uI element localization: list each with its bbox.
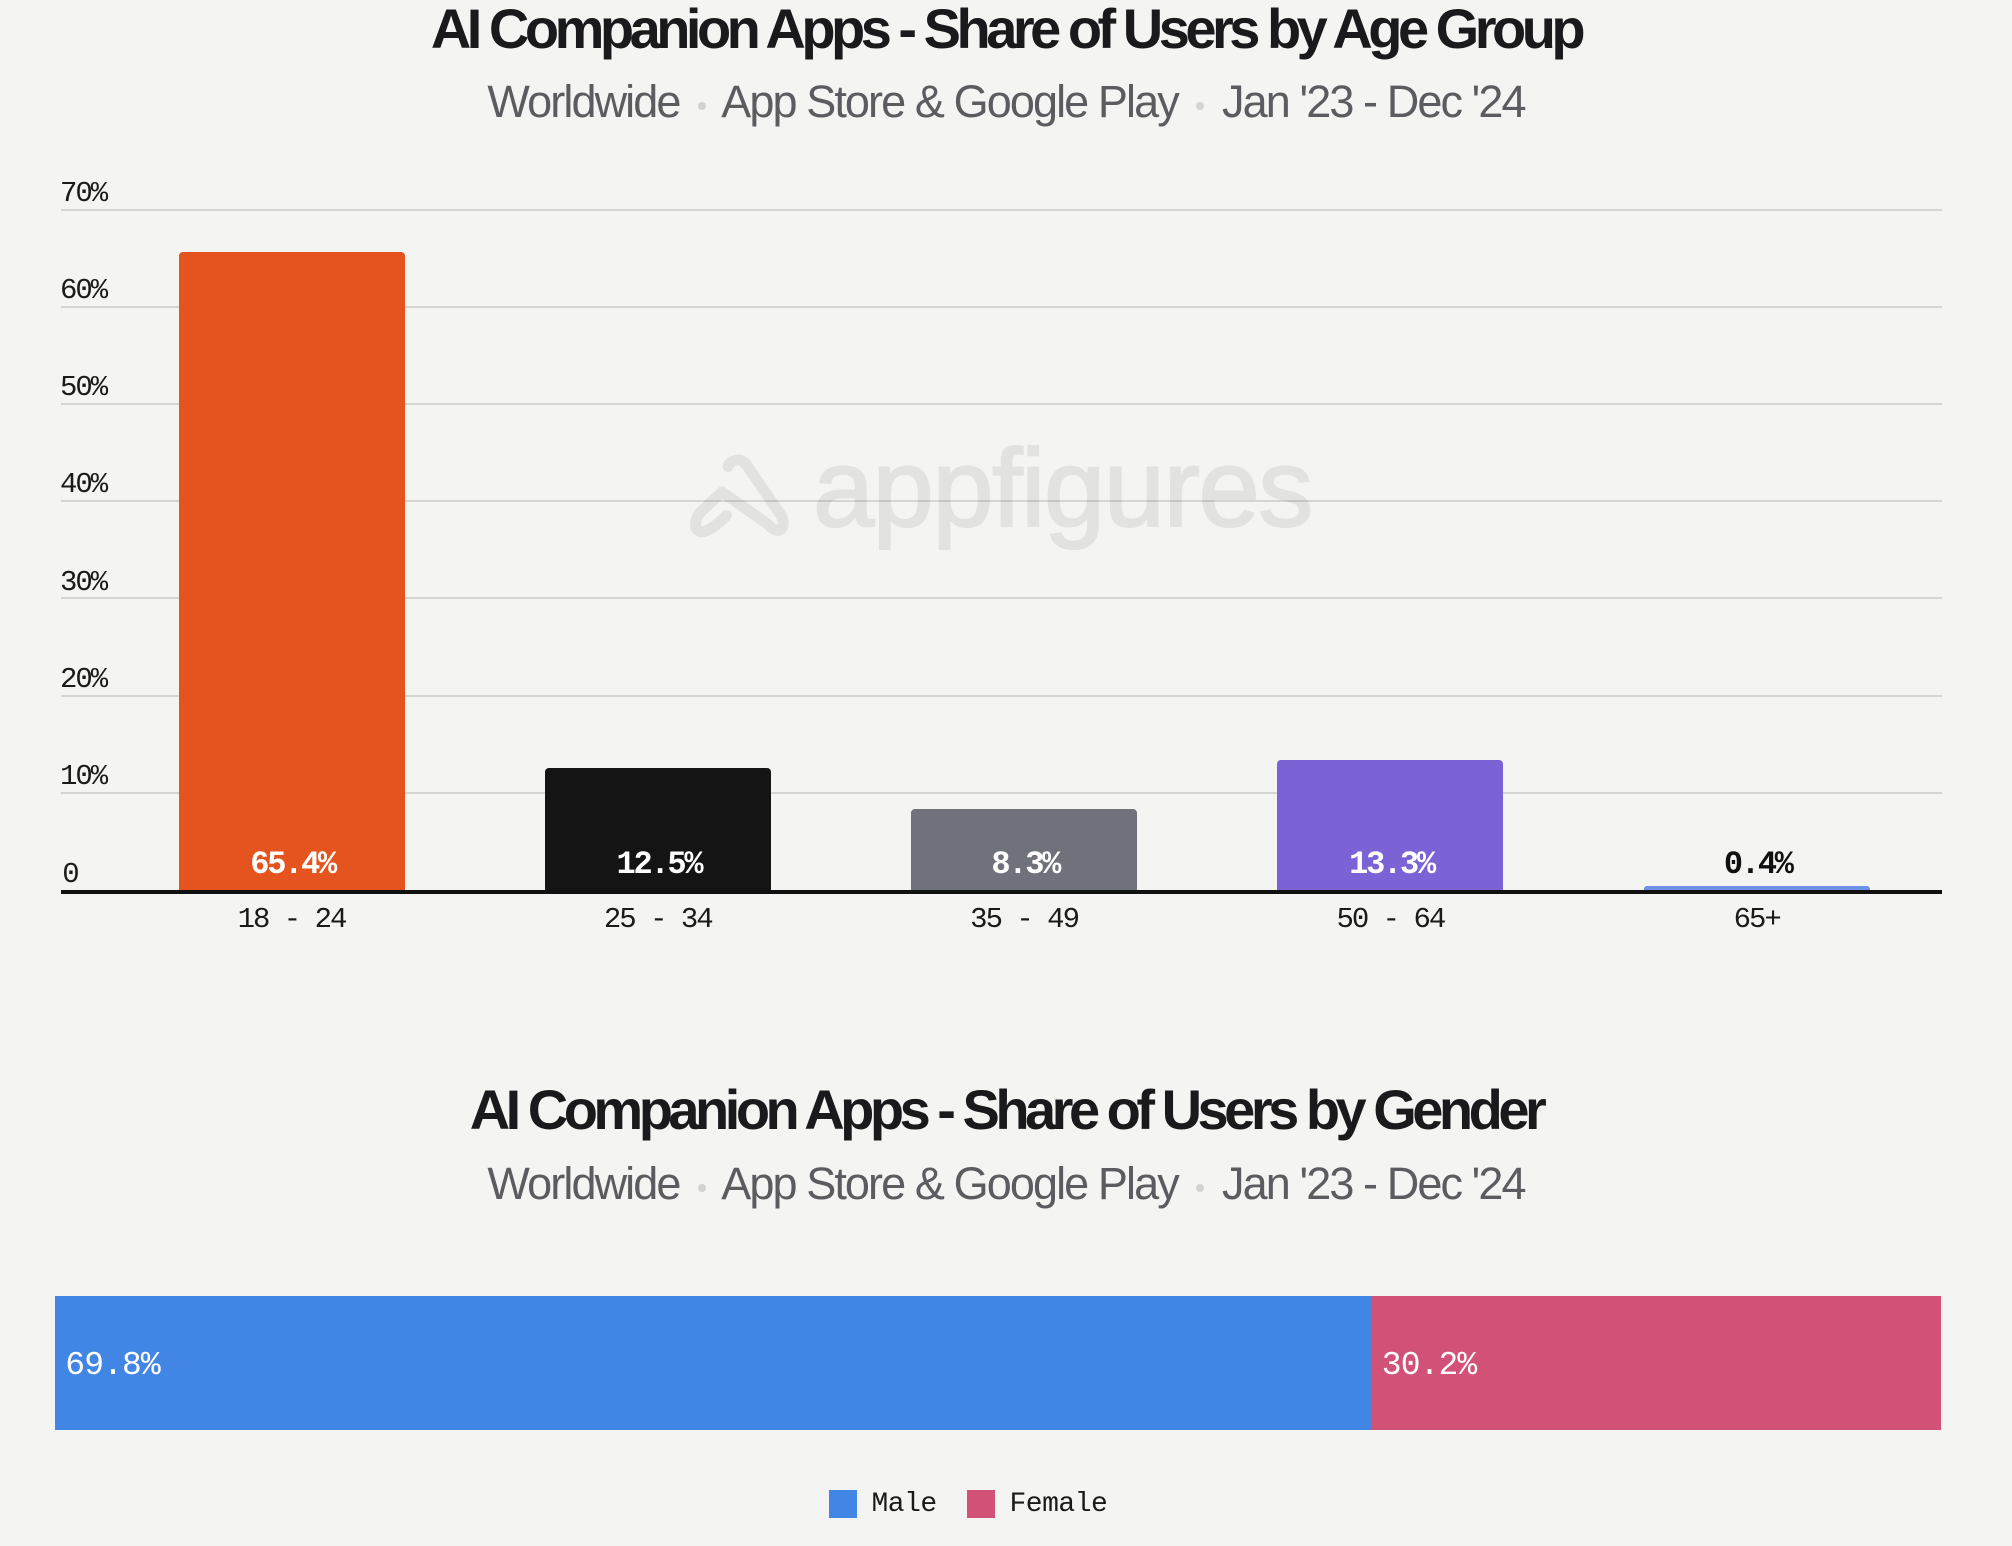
svg-text:appfigures: appfigures xyxy=(813,440,1312,550)
